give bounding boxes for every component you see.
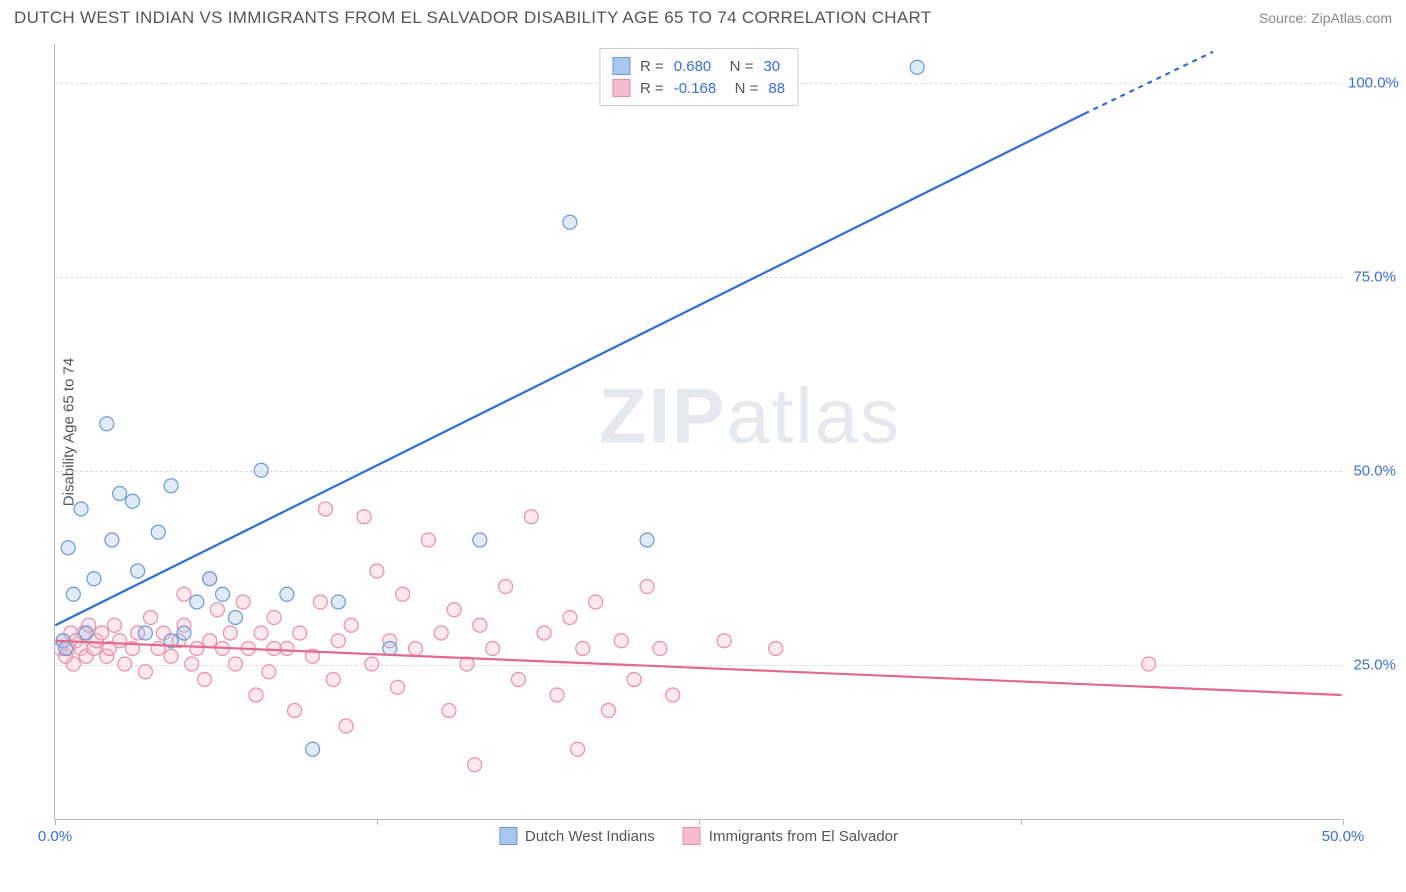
- x-tick-label: 50.0%: [1322, 828, 1365, 845]
- legend-row-series-1: R = 0.680 N = 30: [612, 55, 785, 77]
- legend-row-series-2: R = -0.168 N = 88: [612, 77, 785, 99]
- source-label: Source: ZipAtlas.com: [1259, 10, 1392, 26]
- series-legend: Dutch West Indians Immigrants from El Sa…: [499, 827, 898, 845]
- correlation-legend: R = 0.680 N = 30 R = -0.168 N = 88: [599, 48, 798, 106]
- legend-swatch-icon: [612, 57, 630, 75]
- legend-series-label: Dutch West Indians: [525, 828, 655, 845]
- y-tick-label: 75.0%: [1348, 268, 1396, 285]
- legend-series-label: Immigrants from El Salvador: [709, 828, 898, 845]
- legend-n-label: N =: [726, 80, 758, 97]
- x-tick-label: 0.0%: [38, 828, 72, 845]
- legend-swatch-icon: [683, 827, 701, 845]
- legend-r-value: 0.680: [674, 58, 712, 75]
- y-tick-label: 50.0%: [1348, 462, 1396, 479]
- legend-r-label: R =: [640, 80, 664, 97]
- legend-item-series-1: Dutch West Indians: [499, 827, 655, 845]
- legend-r-value: -0.168: [674, 80, 717, 97]
- chart-canvas: [55, 44, 1342, 819]
- y-tick-label: 25.0%: [1348, 656, 1396, 673]
- legend-n-value: 30: [763, 58, 780, 75]
- legend-swatch-icon: [612, 79, 630, 97]
- legend-n-value: 88: [768, 80, 785, 97]
- chart-title: DUTCH WEST INDIAN VS IMMIGRANTS FROM EL …: [14, 8, 931, 28]
- legend-n-label: N =: [721, 58, 753, 75]
- plot-area: Disability Age 65 to 74 25.0%50.0%75.0%1…: [54, 44, 1342, 820]
- legend-r-label: R =: [640, 58, 664, 75]
- y-tick-label: 100.0%: [1348, 74, 1396, 91]
- legend-swatch-icon: [499, 827, 517, 845]
- legend-item-series-2: Immigrants from El Salvador: [683, 827, 898, 845]
